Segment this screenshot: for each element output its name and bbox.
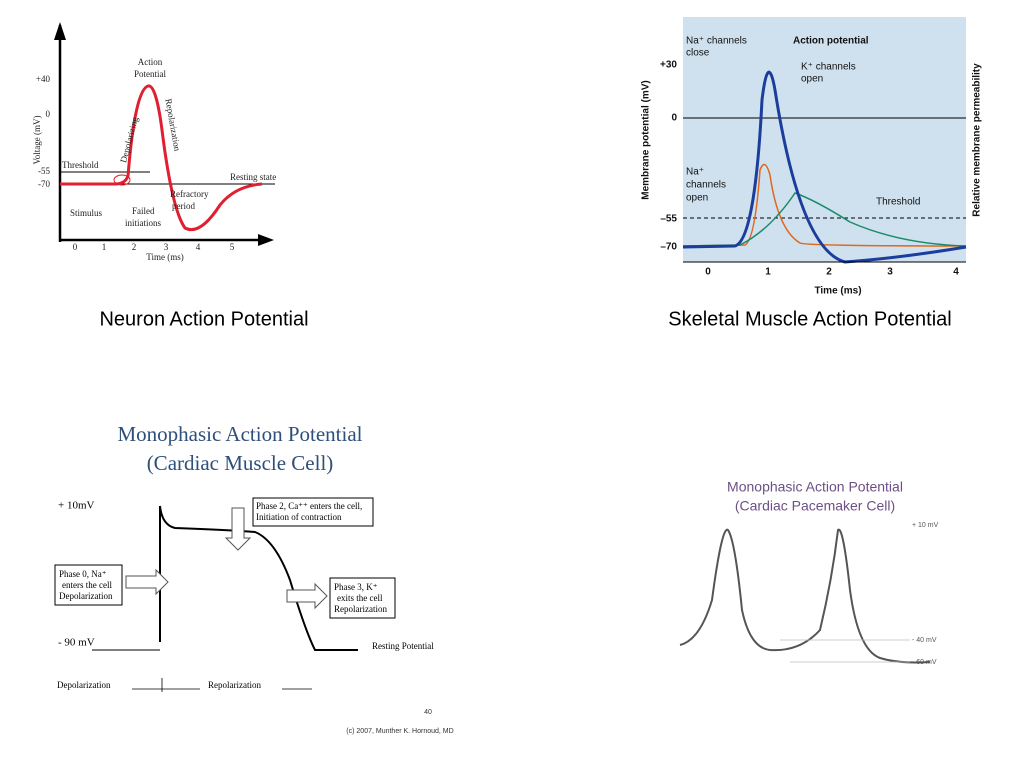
x-tick-label: 2 — [826, 267, 832, 278]
annotation: Depolarization — [57, 680, 111, 690]
x-axis-label: Time (ms) — [146, 252, 183, 262]
panel-title: Monophasic Action Potential — [727, 479, 903, 495]
arrow — [224, 507, 252, 551]
x-axis-label: Time (ms) — [814, 286, 861, 297]
cardiac-panel: Monophasic Action Potential (Cardiac Mus… — [54, 422, 434, 692]
page-number: 40 — [424, 709, 432, 716]
annotation: K⁺ channels — [801, 62, 856, 73]
arrow — [125, 568, 169, 596]
annotation: Action — [138, 57, 163, 67]
annotation: exits the cell — [337, 593, 383, 603]
annotation: Refractory — [170, 189, 209, 199]
y-tick-label: +40 — [36, 74, 51, 84]
annotation: period — [172, 201, 195, 211]
x-tick-label: 2 — [132, 242, 137, 252]
annotation: Repolarization — [163, 98, 182, 152]
annotation: Phase 0, Na⁺ — [59, 569, 107, 579]
y-tick-label: -70 — [38, 179, 50, 189]
panel-title: Monophasic Action Potential — [118, 422, 363, 446]
annotation: Na⁺ — [686, 167, 704, 178]
pacemaker-panel: Monophasic Action Potential (Cardiac Pac… — [679, 479, 939, 666]
y2-axis-label: Relative membrane permeability — [972, 63, 983, 217]
annotation: Phase 3, K⁺ — [334, 582, 378, 592]
annotation: open — [686, 193, 708, 204]
panel-title: (Cardiac Muscle Cell) — [147, 451, 334, 475]
x-tick-label: 0 — [73, 242, 78, 252]
annotation: enters the cell — [62, 580, 112, 590]
plot-background — [683, 17, 966, 262]
annotation: initiations — [125, 218, 161, 228]
y-tick-label: 0 — [671, 113, 677, 124]
x-tick-label: 1 — [102, 242, 107, 252]
action-potential-curve — [159, 505, 358, 651]
action-potential-curve — [60, 84, 263, 232]
annotation: channels — [686, 180, 726, 191]
caption: Neuron Action Potential — [99, 308, 308, 330]
y-tick-label: 0 — [46, 109, 51, 119]
annotation: Threshold — [62, 160, 99, 170]
na-permeability — [682, 163, 967, 247]
annotation: open — [801, 74, 823, 85]
x-tick-label: 0 — [705, 267, 711, 278]
voltage-label: - 90 mV — [58, 637, 95, 649]
y-axis-label: Voltage (mV) — [32, 115, 42, 164]
x-tick-label: 5 — [230, 242, 235, 252]
annotation: Depolarization — [59, 591, 113, 601]
annotation: Resting state — [230, 172, 276, 182]
phase2-box — [252, 497, 374, 527]
x-tick-label: 4 — [196, 242, 201, 252]
x-tick-label: 4 — [953, 267, 959, 278]
y-axis-label: Membrane potential (mV) — [641, 80, 652, 199]
phase3-box — [329, 577, 396, 619]
action-potential-curve — [682, 70, 967, 264]
x-tick-label: 1 — [765, 267, 771, 278]
neuron-panel: +40 0 -55 -70 0 1 2 3 4 5 Time (ms) Volt… — [32, 22, 309, 330]
y-tick-label: +30 — [660, 60, 677, 71]
annotation: Stimulus — [70, 208, 103, 218]
arrow — [54, 22, 66, 40]
annotation: Threshold — [876, 197, 920, 208]
annotation: Action potential — [793, 36, 869, 47]
voltage-label: + 10mV — [58, 500, 95, 512]
x-tick-label: 3 — [887, 267, 893, 278]
skeletal-panel: +30 0 –55 –70 0 1 2 3 4 Time (ms) Membra… — [641, 17, 983, 330]
x-tick-label: 3 — [164, 242, 169, 252]
annotation: Potential — [134, 69, 166, 79]
phase0-box — [54, 564, 123, 606]
annotation: Repolarization — [334, 604, 387, 614]
k-permeability — [682, 192, 967, 247]
annotation: Failed — [132, 206, 155, 216]
voltage-label: - 60 mV — [912, 659, 937, 666]
y-tick-label: –70 — [660, 242, 677, 253]
arrow — [258, 234, 274, 246]
annotation: Resting Potential — [372, 641, 434, 651]
copyright: (c) 2007, Munther K. Hornoud, MD — [346, 728, 453, 735]
failed-bump — [113, 174, 131, 186]
voltage-label: - 40 mV — [912, 637, 937, 644]
pacemaker-curve — [679, 528, 931, 664]
y-tick-label: -55 — [38, 166, 50, 176]
annotation: close — [686, 48, 710, 59]
y-tick-label: –55 — [660, 214, 677, 225]
annotation: Depolarizing — [118, 115, 140, 163]
annotation: Na⁺ channels — [686, 36, 747, 47]
annotation: Phase 2, Ca⁺⁺ enters the cell, — [256, 501, 362, 511]
annotation: Initiation of contraction — [256, 512, 342, 522]
voltage-label: + 10 mV — [912, 522, 939, 529]
caption: Skeletal Muscle Action Potential — [668, 308, 952, 330]
arrow — [286, 582, 328, 610]
annotation: Repolarization — [208, 680, 261, 690]
panel-title: (Cardiac Pacemaker Cell) — [735, 498, 895, 514]
